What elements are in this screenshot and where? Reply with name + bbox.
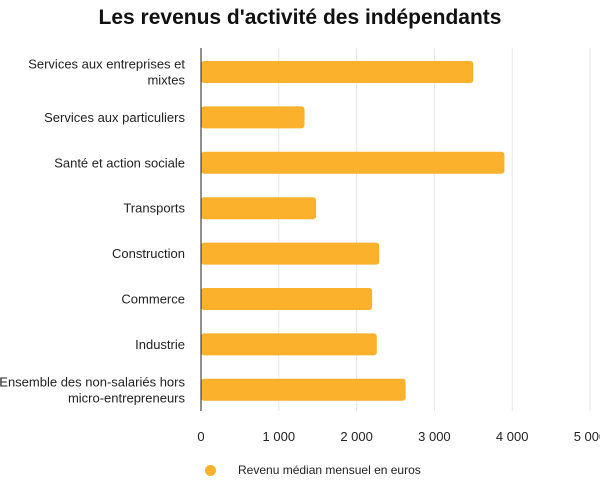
category-label: Commerce xyxy=(121,292,185,307)
bar xyxy=(201,106,305,129)
category-label: Ensemble des non-salariés hors xyxy=(0,374,185,389)
category-label: Construction xyxy=(112,246,185,261)
bar xyxy=(201,61,474,83)
bars xyxy=(201,61,505,401)
category-label: Services aux entreprises et xyxy=(28,57,185,72)
x-tick-label: 1 000 xyxy=(263,429,296,444)
bar xyxy=(201,197,317,220)
gridlines xyxy=(278,48,591,411)
category-label: mixtes xyxy=(147,73,185,88)
x-tick-label: 4 000 xyxy=(496,429,529,444)
category-label: Santé et action sociale xyxy=(54,155,185,170)
legend-marker xyxy=(205,464,216,476)
category-label: micro-entrepreneurs xyxy=(68,390,186,405)
x-tick-label: 5 000 xyxy=(574,429,600,444)
bar xyxy=(201,288,373,310)
bar xyxy=(201,151,505,174)
x-tick-label: 3 000 xyxy=(418,429,451,444)
legend-label: Revenu médian mensuel en euros xyxy=(238,463,421,477)
category-label: Services aux particuliers xyxy=(44,110,185,125)
category-label: Industrie xyxy=(135,337,185,352)
bar xyxy=(201,242,380,265)
chart-title: Les revenus d'activité des indépendants xyxy=(98,6,502,29)
category-label: Transports xyxy=(123,201,185,216)
x-tick-label: 2 000 xyxy=(340,429,373,444)
x-tick-labels: 0 1 000 2 000 3 000 4 000 5 000 xyxy=(197,429,600,444)
x-tick-label: 0 xyxy=(197,429,204,444)
bar xyxy=(201,333,377,356)
legend: Revenu médian mensuel en euros xyxy=(205,463,421,477)
bar xyxy=(201,378,406,401)
